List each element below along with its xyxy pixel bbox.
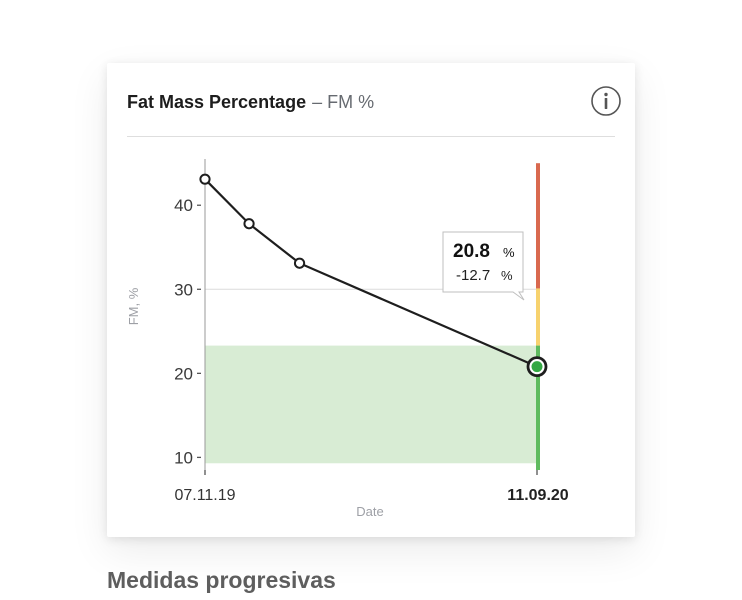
tooltip-change-unit: % (501, 268, 513, 283)
data-point[interactable] (293, 257, 306, 269)
data-point[interactable] (243, 218, 255, 230)
card-subtitle: – FM % (312, 91, 375, 112)
series-line (204, 178, 538, 368)
x-axis-title: Date (356, 504, 383, 519)
tooltip-unit: % (503, 245, 515, 260)
y-tick-label: 40 (174, 196, 193, 215)
fm-chart: 10 20 30 40 FM, % 07.11.19 11.09.20 Date 20.8 % -1… (126, 159, 569, 519)
card-title: Fat Mass Percentage (127, 91, 307, 112)
info-icon[interactable] (590, 85, 622, 117)
chart-card: Fat Mass Percentage – FM % 10 20 30 40 FM, %… (107, 63, 635, 537)
header-divider (127, 136, 615, 137)
tooltip-value: 20.8 (453, 241, 490, 262)
status-bar-segment-0 (536, 163, 540, 289)
data-point[interactable] (199, 173, 211, 185)
y-tick-label: 10 (174, 448, 193, 467)
tooltip-change: -12.7 (456, 267, 490, 284)
tooltip-box (442, 231, 525, 301)
data-point-current-fill (531, 361, 543, 373)
card-header: Fat Mass Percentage – FM % (127, 86, 621, 117)
status-bar-segment-2 (536, 345, 540, 470)
status-bar-segment-1 (536, 288, 540, 346)
y-tick-label: 20 (174, 364, 193, 383)
y-axis-title: FM, % (126, 287, 141, 325)
x-tick-label-end: 11.09.20 (507, 487, 569, 504)
section-caption: Medidas progresivas (107, 567, 336, 593)
healthy-range-band (205, 345, 537, 464)
y-tick-label: 30 (174, 280, 193, 299)
x-tick-label-start: 07.11.19 (174, 487, 235, 504)
